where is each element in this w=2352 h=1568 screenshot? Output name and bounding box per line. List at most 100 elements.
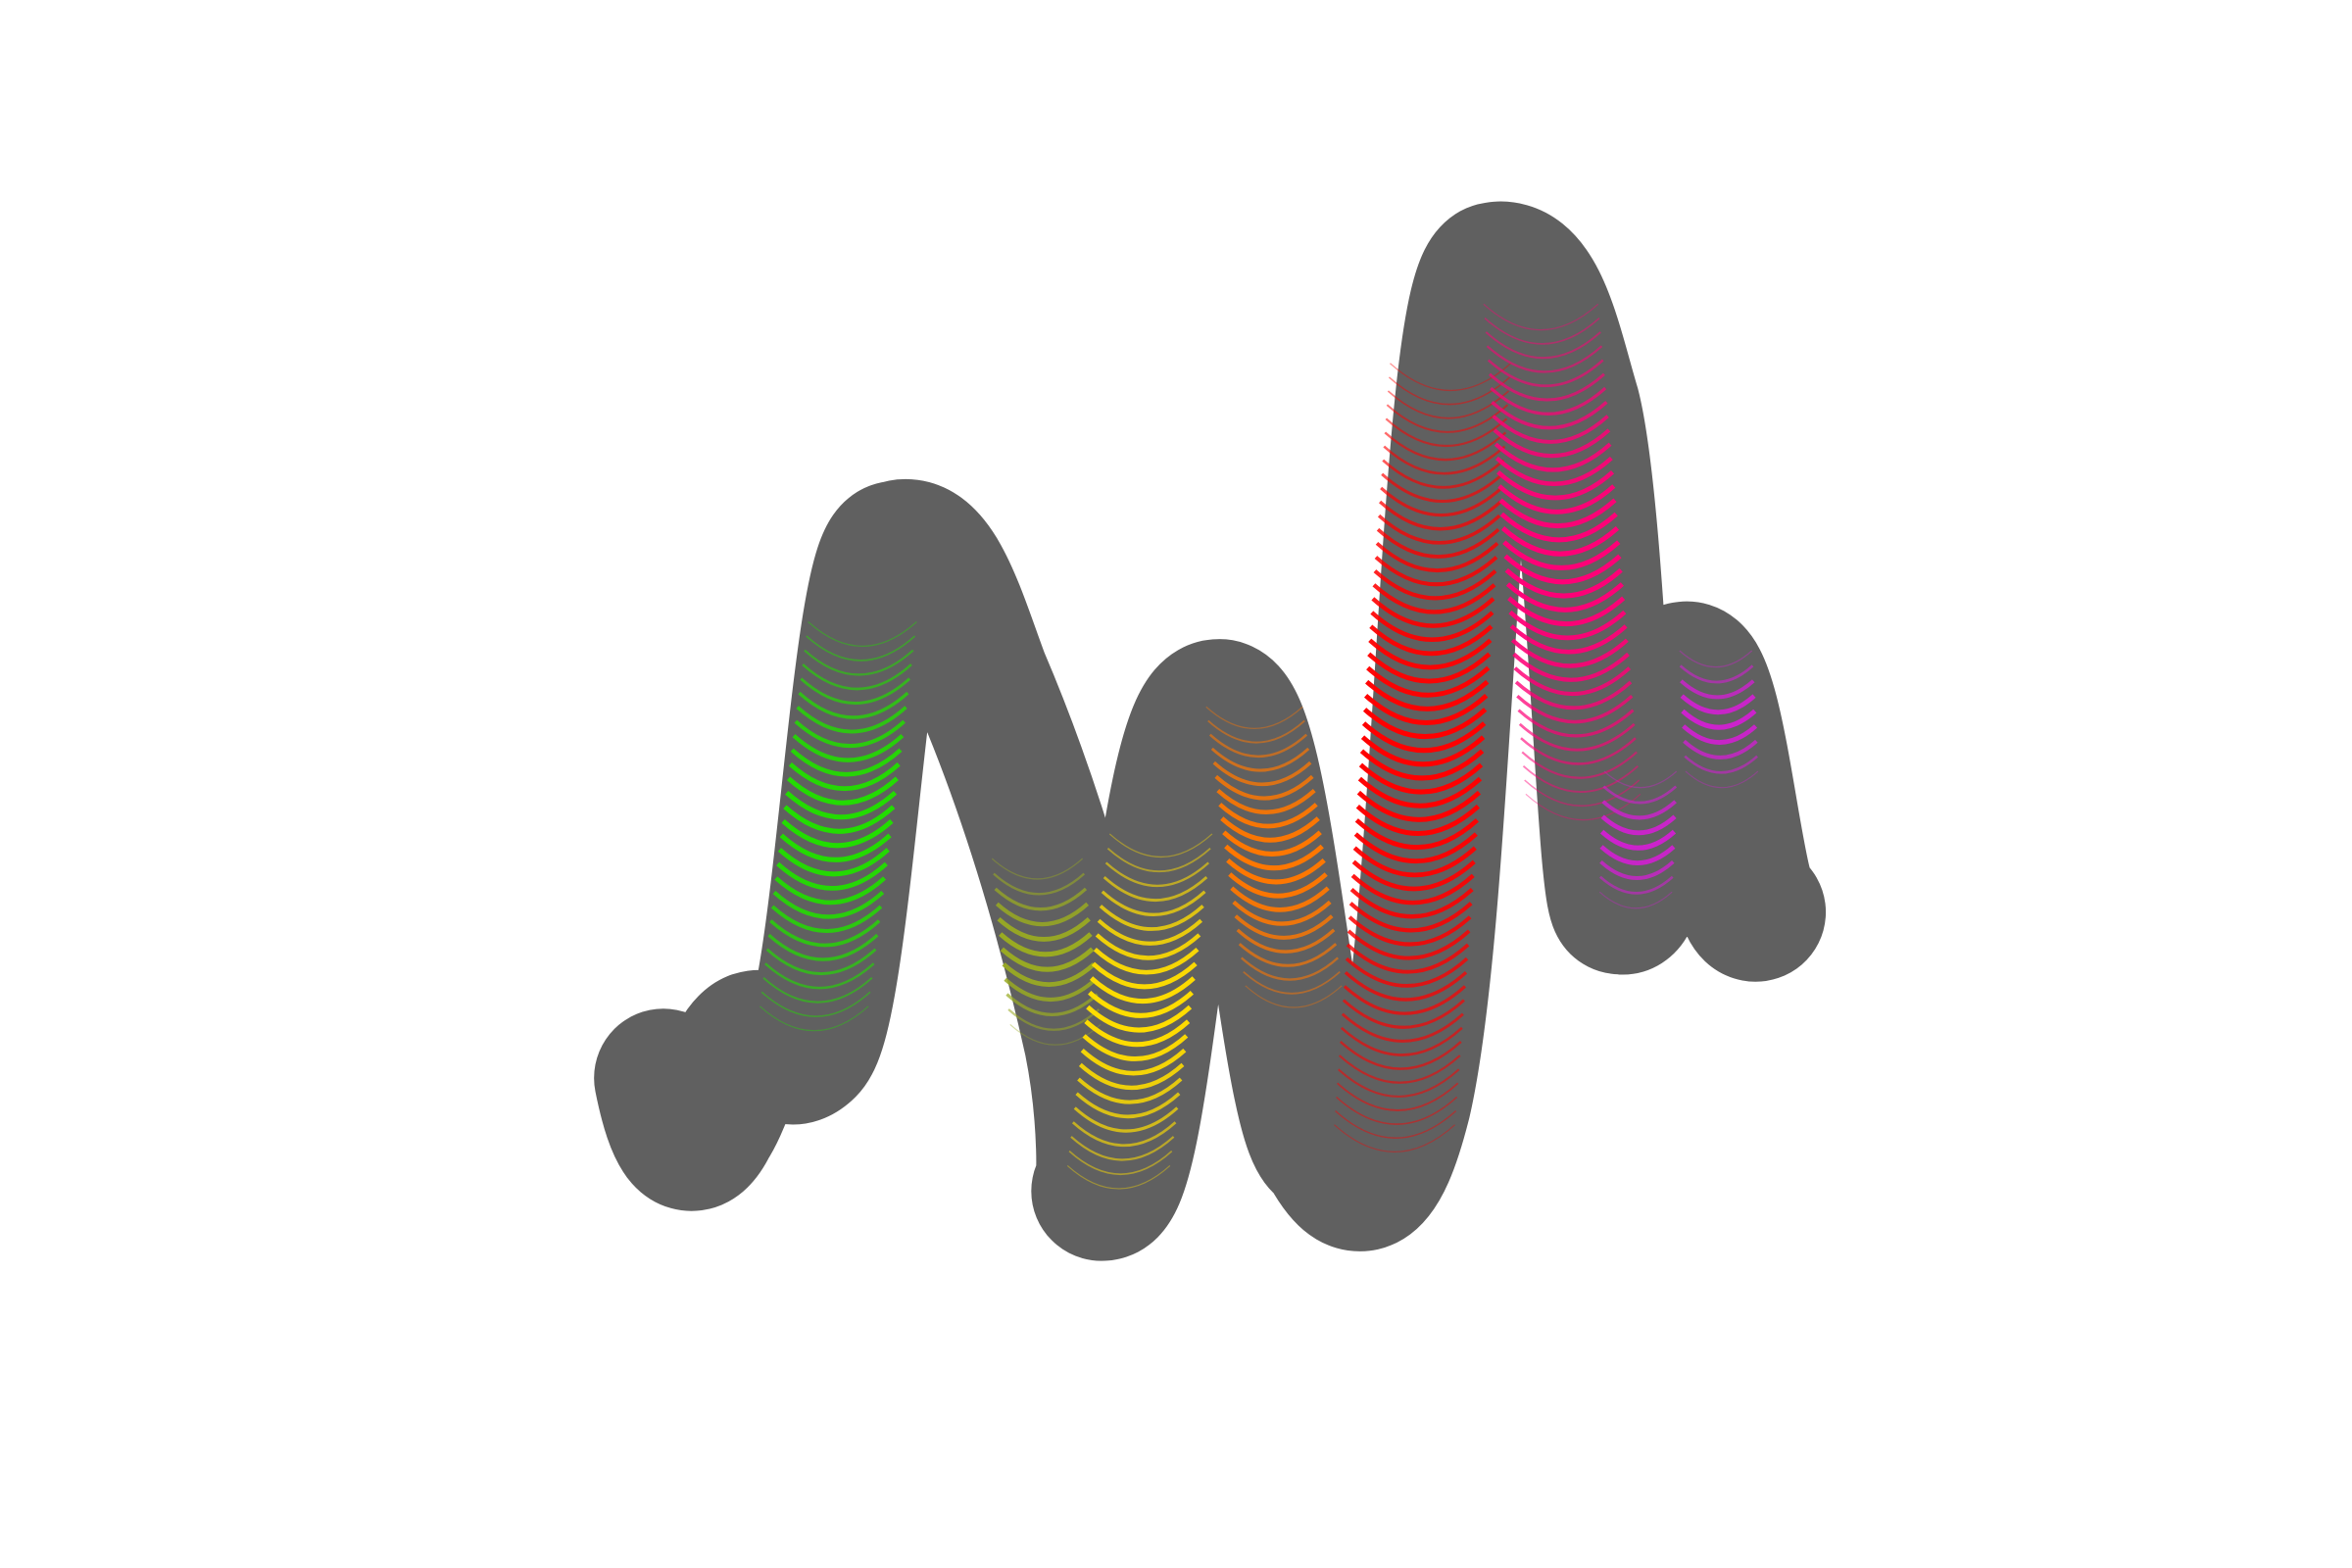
yellow-arc <box>1089 976 1196 1004</box>
olive-arc <box>1000 947 1095 972</box>
pink-arc <box>1493 428 1611 459</box>
yellow-arc <box>1071 1121 1177 1148</box>
red-arc <box>1381 472 1504 503</box>
pink-arc <box>1497 484 1616 514</box>
green-arc <box>796 706 907 734</box>
red-arc <box>1380 486 1503 516</box>
purple-arc <box>1602 785 1678 805</box>
yellow-arc <box>1093 947 1200 975</box>
pink-arc <box>1503 554 1622 585</box>
orange-arc <box>1218 803 1318 829</box>
orange-arc <box>1222 830 1322 857</box>
red-arc <box>1346 943 1470 974</box>
yellow-arc <box>1108 833 1213 858</box>
green-arc <box>785 791 898 820</box>
green-arc <box>788 762 901 791</box>
yellow-arc <box>1073 1106 1179 1133</box>
red-arc <box>1385 417 1508 447</box>
pink-arc <box>1494 456 1613 486</box>
red-arc <box>1384 431 1507 462</box>
pink-arc <box>1507 596 1626 626</box>
red-arc <box>1360 735 1486 767</box>
green-arc <box>786 776 899 806</box>
red-arc <box>1347 929 1471 960</box>
red-arc <box>1363 693 1489 725</box>
green-arc <box>759 1005 869 1032</box>
green-arc <box>798 691 909 719</box>
pink-arc <box>1483 303 1599 331</box>
green-arc <box>804 649 914 676</box>
red-arc <box>1379 500 1502 531</box>
pink-arc <box>1492 415 1609 444</box>
red-arc <box>1353 832 1478 863</box>
pink-arc <box>1502 540 1621 570</box>
pink-arc <box>1485 331 1601 360</box>
red-arc <box>1365 679 1490 711</box>
orange-arc <box>1236 928 1336 954</box>
red-arc <box>1344 971 1468 1002</box>
green-arc <box>792 734 905 762</box>
pink-arc <box>1484 317 1600 345</box>
olive-arc <box>994 887 1088 911</box>
red-arc <box>1342 999 1465 1029</box>
orange-arc <box>1208 733 1308 759</box>
green-arc <box>783 805 896 834</box>
pink-arc <box>1524 779 1641 808</box>
green-arc <box>765 948 877 975</box>
yellow-arc <box>1097 918 1203 946</box>
red-arc <box>1372 583 1496 614</box>
pink-arc <box>1487 359 1604 388</box>
green-arc <box>781 819 894 849</box>
pink-arc <box>1490 386 1607 416</box>
green-arc <box>794 719 906 749</box>
green-arc <box>760 991 871 1017</box>
red-arc <box>1351 859 1476 892</box>
purple-arc <box>1599 829 1677 851</box>
pink-arc <box>1516 695 1634 724</box>
purple-arc <box>1600 814 1677 836</box>
purple-arc <box>1684 755 1758 774</box>
orange-arc <box>1234 914 1334 940</box>
pink-arc <box>1513 666 1632 696</box>
colored-arc-bands <box>759 303 1759 1190</box>
olive-arc <box>1009 1023 1102 1046</box>
olive-arc <box>1002 962 1096 987</box>
red-arc <box>1371 597 1495 628</box>
red-arc <box>1348 902 1473 933</box>
olive-arc <box>1005 993 1099 1016</box>
pink-arc <box>1494 442 1612 472</box>
yellow-arc <box>1088 990 1194 1018</box>
yellow-arc <box>1106 847 1211 873</box>
orange-arc <box>1214 774 1314 801</box>
pink-arc <box>1514 680 1633 710</box>
pink-arc <box>1505 582 1624 612</box>
orange-arc <box>1243 970 1341 995</box>
pink-arc <box>1522 765 1640 793</box>
pink-arc <box>1508 610 1627 641</box>
pink-arc <box>1521 751 1638 779</box>
red-arc <box>1373 569 1497 601</box>
purple-arc <box>1679 650 1753 668</box>
orange-arc <box>1216 789 1316 814</box>
pink-arc <box>1510 638 1629 668</box>
green-arc <box>800 677 911 705</box>
olive-arc <box>991 858 1084 880</box>
red-arc <box>1359 749 1485 781</box>
yellow-arc <box>1095 933 1201 960</box>
purple-arc <box>1601 800 1677 820</box>
green-arc <box>777 848 890 877</box>
orange-arc <box>1240 956 1340 981</box>
olive-arc <box>999 932 1093 957</box>
red-arc <box>1339 1041 1462 1070</box>
red-arc <box>1337 1068 1460 1098</box>
yellow-arc <box>1075 1092 1181 1119</box>
orange-arc <box>1232 900 1332 926</box>
pink-arc <box>1489 372 1605 402</box>
purple-arc <box>1685 770 1759 789</box>
yellow-arc <box>1080 1048 1187 1076</box>
yellow-arc <box>1066 1164 1171 1190</box>
purple-arc <box>1599 845 1676 865</box>
purple-arc <box>1680 694 1756 715</box>
yellow-arc <box>1104 861 1209 888</box>
purple-arc <box>1679 664 1754 684</box>
